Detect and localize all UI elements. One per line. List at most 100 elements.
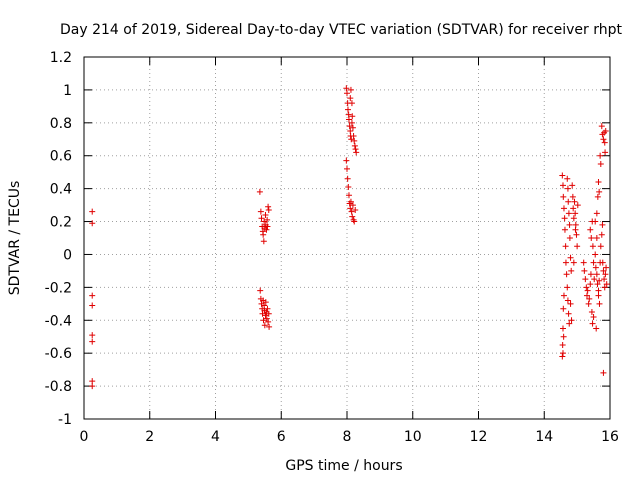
data-point (587, 226, 594, 233)
data-point (89, 332, 96, 339)
data-point (564, 297, 571, 304)
data-point (596, 188, 603, 195)
data-point (595, 179, 602, 186)
x-tick-label: 10 (404, 429, 422, 445)
data-point (263, 315, 270, 322)
data-point (344, 175, 351, 182)
x-tick-label: 12 (470, 429, 488, 445)
data-point (593, 271, 600, 278)
data-point (343, 157, 350, 164)
data-point (594, 193, 601, 200)
y-tick-label: -0.2 (45, 280, 72, 296)
data-points (89, 85, 610, 390)
data-point (261, 322, 268, 329)
data-point (602, 128, 609, 135)
data-point (568, 267, 575, 274)
y-tick-label: -1 (58, 412, 72, 428)
data-point (572, 210, 579, 217)
data-point (572, 226, 579, 233)
tick-labels: 0 2 4 6 8 10 12 14 16 -1 -0.8 -0.6 -0.4 -0.2 0 0.2 0.4 0.… (45, 50, 619, 445)
x-tick-label: 14 (535, 429, 553, 445)
data-point (349, 202, 356, 209)
x-tick-label: 4 (211, 429, 220, 445)
data-point (349, 213, 356, 220)
data-point (571, 198, 578, 205)
data-point (353, 149, 360, 156)
x-tick-label: 8 (343, 429, 352, 445)
data-point (347, 205, 354, 212)
data-point (592, 251, 599, 258)
data-point (89, 338, 96, 345)
data-point (600, 136, 607, 143)
data-point (563, 271, 570, 278)
x-tick-label: 16 (601, 429, 619, 445)
data-point (559, 182, 566, 189)
data-point (344, 90, 350, 97)
data-point (580, 259, 587, 266)
data-point (264, 223, 271, 230)
data-point (345, 116, 352, 123)
data-point (593, 235, 600, 241)
data-point (260, 238, 267, 245)
data-point (564, 175, 571, 182)
data-point (596, 300, 603, 307)
y-tick-label: -0.6 (45, 346, 72, 362)
data-point (600, 369, 607, 376)
data-point (560, 292, 567, 299)
data-point (349, 124, 356, 131)
y-tick-label: 1.2 (50, 50, 72, 66)
grid-lines (84, 57, 610, 419)
data-point (570, 205, 577, 212)
data-point (587, 271, 594, 278)
data-point (348, 119, 355, 126)
y-tick-label: 1 (63, 83, 72, 99)
data-point (264, 305, 271, 312)
y-tick-label: 0.2 (50, 215, 72, 231)
data-point (257, 287, 264, 294)
data-point (569, 182, 576, 189)
data-point (344, 165, 350, 172)
data-point (589, 320, 596, 327)
data-point (573, 231, 580, 238)
plot-area-border (83, 56, 611, 420)
data-point (589, 243, 596, 250)
data-point (559, 325, 566, 332)
data-point (347, 86, 354, 93)
data-point (256, 188, 263, 195)
data-point (561, 215, 568, 222)
data-point (599, 259, 606, 266)
data-point (570, 259, 577, 266)
data-point (567, 300, 574, 307)
data-point (566, 235, 573, 241)
data-point (89, 302, 96, 309)
data-point (559, 172, 566, 179)
data-point (595, 292, 602, 299)
data-point (594, 281, 601, 288)
data-point (562, 259, 569, 266)
data-point (569, 193, 576, 200)
data-point (262, 299, 269, 306)
data-point (346, 123, 353, 130)
data-point (560, 305, 567, 312)
data-point (592, 264, 599, 271)
data-point (599, 221, 606, 228)
data-point (574, 202, 581, 209)
data-point (265, 310, 272, 317)
data-point (564, 284, 571, 291)
data-point (349, 113, 356, 120)
x-axis-label: GPS time / hours (285, 458, 402, 474)
data-point (257, 208, 264, 215)
data-point (351, 142, 358, 149)
data-point (588, 309, 595, 316)
data-point (590, 259, 597, 266)
data-point (560, 205, 567, 212)
data-point (600, 267, 607, 274)
data-point (602, 271, 609, 278)
data-point (260, 231, 267, 238)
data-point (89, 208, 96, 215)
data-point (596, 277, 603, 284)
data-point (588, 235, 595, 241)
y-tick-label: 0 (63, 247, 72, 263)
data-point (602, 149, 609, 156)
data-point (260, 317, 267, 324)
